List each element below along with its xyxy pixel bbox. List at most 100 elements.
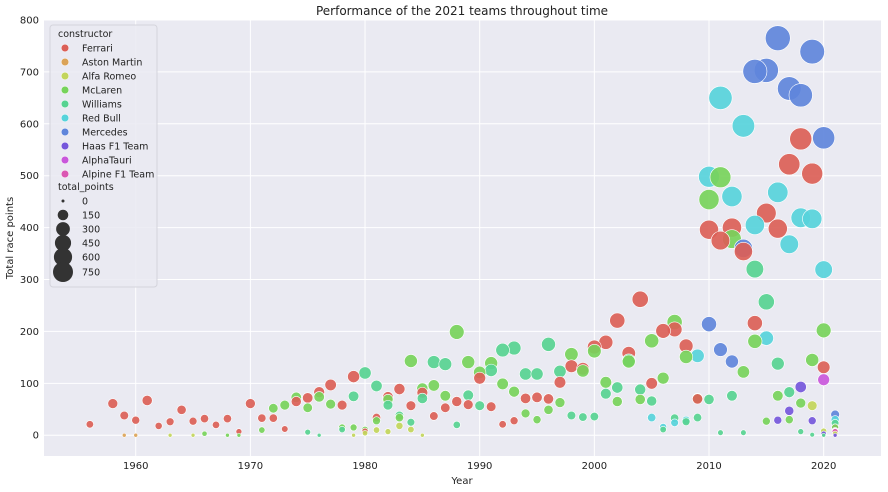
x-tick-label: 2010 bbox=[696, 461, 721, 472]
data-point bbox=[681, 417, 691, 426]
data-point bbox=[167, 432, 173, 438]
legend-marker bbox=[60, 85, 70, 95]
data-point bbox=[713, 342, 728, 357]
data-point bbox=[801, 162, 824, 185]
legend-label: Ferrari bbox=[82, 44, 113, 55]
data-point bbox=[508, 385, 520, 398]
y-axis-label: Total race points bbox=[5, 197, 16, 280]
data-point bbox=[258, 426, 266, 434]
data-point bbox=[384, 428, 392, 435]
data-point bbox=[655, 323, 671, 339]
data-point bbox=[726, 390, 738, 402]
data-point bbox=[451, 396, 463, 407]
data-point bbox=[805, 353, 820, 367]
data-point bbox=[290, 396, 302, 407]
data-point bbox=[817, 373, 830, 386]
data-point bbox=[815, 322, 832, 339]
data-point bbox=[740, 429, 747, 436]
data-point bbox=[313, 391, 325, 403]
data-point bbox=[609, 312, 626, 329]
data-point bbox=[420, 432, 425, 438]
data-point bbox=[473, 371, 486, 385]
data-point bbox=[659, 425, 667, 434]
data-point bbox=[236, 432, 242, 438]
data-point bbox=[190, 432, 196, 438]
x-tick-label: 2020 bbox=[811, 461, 836, 472]
legend-marker bbox=[60, 99, 70, 109]
legend-hue-entries: Ferrari Aston Martin Alfa Romeo McLaren Will… bbox=[60, 44, 154, 181]
data-point bbox=[382, 399, 394, 411]
data-point bbox=[784, 405, 795, 416]
data-point bbox=[429, 411, 439, 421]
data-point bbox=[708, 85, 733, 110]
data-point bbox=[211, 420, 220, 429]
data-point bbox=[154, 421, 163, 430]
legend-size-entries: 0 150 300 450 600 750 bbox=[53, 197, 100, 282]
data-point bbox=[599, 376, 612, 389]
x-axis-label: Year bbox=[450, 476, 473, 487]
data-point bbox=[600, 388, 612, 400]
data-point bbox=[530, 367, 544, 381]
x-tick-label: 2000 bbox=[582, 461, 607, 472]
legend-size-label: 600 bbox=[82, 253, 100, 264]
data-point bbox=[745, 260, 764, 279]
data-point bbox=[670, 418, 679, 427]
legend-marker bbox=[60, 71, 70, 81]
legend-size-marker bbox=[61, 199, 65, 203]
data-points bbox=[85, 25, 840, 438]
data-point bbox=[439, 390, 451, 402]
data-point bbox=[611, 381, 624, 394]
legend-marker bbox=[60, 141, 70, 151]
data-point bbox=[784, 415, 794, 425]
data-point bbox=[304, 428, 311, 436]
y-tick-label: 800 bbox=[20, 16, 39, 27]
data-point bbox=[404, 354, 418, 368]
data-point bbox=[747, 333, 763, 349]
data-point bbox=[509, 416, 519, 426]
legend-size-label: 450 bbox=[82, 239, 100, 250]
data-point bbox=[773, 415, 783, 425]
data-point bbox=[121, 432, 127, 438]
y-tick-label: 300 bbox=[20, 275, 39, 286]
data-point bbox=[268, 413, 278, 423]
data-point bbox=[531, 391, 543, 403]
data-point bbox=[438, 357, 453, 371]
data-point bbox=[325, 398, 336, 410]
legend-size-title: total_points bbox=[58, 182, 114, 193]
legend-size-marker bbox=[53, 247, 73, 267]
data-point bbox=[131, 415, 141, 425]
data-point bbox=[698, 189, 720, 210]
data-point bbox=[634, 383, 647, 396]
legend-label: Red Bull bbox=[82, 114, 121, 125]
data-point bbox=[393, 383, 406, 395]
chart-title: Performance of the 2021 teams throughout… bbox=[316, 4, 608, 18]
legend-label: Aston Martin bbox=[82, 58, 142, 69]
legend-label: McLaren bbox=[82, 86, 122, 97]
data-point bbox=[767, 218, 788, 239]
legend-marker bbox=[60, 155, 70, 165]
data-point bbox=[703, 393, 715, 405]
legend-hue-title: constructor bbox=[58, 29, 112, 40]
data-point bbox=[496, 377, 509, 390]
data-point bbox=[731, 114, 755, 138]
data-point bbox=[564, 359, 579, 373]
data-point bbox=[474, 400, 485, 411]
data-point bbox=[679, 349, 694, 364]
data-point bbox=[621, 354, 636, 369]
data-point bbox=[372, 416, 381, 426]
y-tick-label: 0 bbox=[33, 431, 39, 442]
data-point bbox=[462, 389, 474, 401]
data-point bbox=[407, 425, 415, 434]
data-point bbox=[395, 421, 404, 430]
data-point bbox=[223, 414, 232, 424]
data-point bbox=[762, 416, 771, 426]
data-point bbox=[349, 423, 358, 432]
legend-size-label: 300 bbox=[82, 225, 100, 236]
data-point bbox=[316, 432, 322, 438]
data-point bbox=[744, 215, 765, 235]
data-point bbox=[817, 360, 831, 374]
data-point bbox=[302, 392, 314, 404]
data-point bbox=[338, 425, 346, 434]
data-point bbox=[405, 400, 417, 411]
data-point bbox=[268, 403, 279, 414]
